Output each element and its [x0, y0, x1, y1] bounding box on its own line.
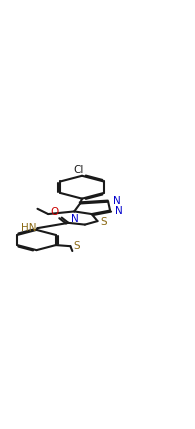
Text: O: O: [51, 207, 59, 217]
Text: N: N: [71, 214, 79, 224]
Text: S: S: [100, 217, 107, 227]
Text: HN: HN: [21, 223, 36, 233]
Text: Cl: Cl: [73, 165, 83, 175]
Text: N: N: [113, 196, 121, 206]
Text: N: N: [115, 206, 123, 216]
Text: S: S: [73, 241, 80, 251]
